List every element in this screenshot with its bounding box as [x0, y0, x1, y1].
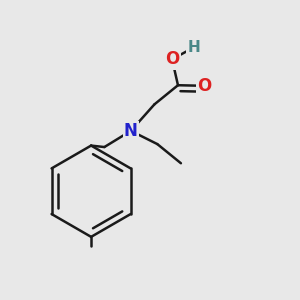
- Text: O: O: [165, 50, 179, 68]
- Text: N: N: [124, 122, 138, 140]
- Text: H: H: [187, 40, 200, 55]
- Text: O: O: [197, 77, 212, 95]
